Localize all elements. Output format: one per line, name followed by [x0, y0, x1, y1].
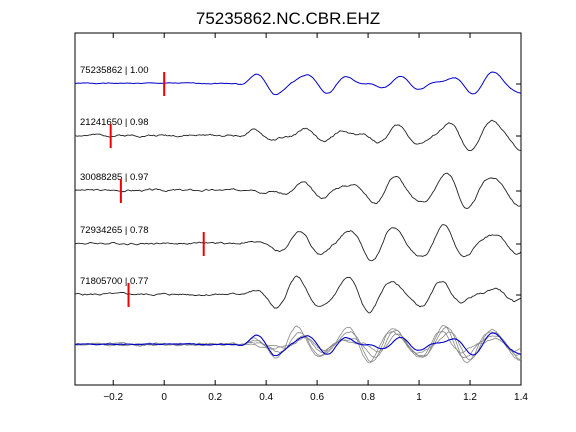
x-tick-label: 0.8 — [361, 392, 375, 403]
overlay-line — [74, 325, 522, 364]
x-axis: −0.2 0 0.2 0.4 0.6 0.8 1 1.2 1.4 — [103, 33, 528, 403]
x-tick-label: −0.2 — [103, 392, 123, 403]
trace-label: 72934265 | 0.78 — [80, 225, 149, 236]
x-tick-label: 1.2 — [463, 392, 477, 403]
chart-title: 75235862.NC.CBR.EHZ — [196, 9, 380, 28]
trace-5: 71805700 | 0.77 — [74, 275, 522, 314]
trace-2: 21241650 | 0.98 — [74, 117, 522, 152]
x-tick-label: 0.4 — [259, 392, 273, 403]
x-tick-label: 0.2 — [208, 392, 222, 403]
trace-label: 75235862 | 1.00 — [80, 65, 149, 76]
waveform-line — [74, 224, 522, 262]
trace-label: 30088285 | 0.97 — [80, 172, 149, 183]
waveform-line — [74, 119, 522, 152]
overlay-reference-line — [74, 332, 522, 357]
waveform-line — [74, 172, 522, 209]
x-tick-label: 0 — [161, 392, 167, 403]
waveform-line — [74, 275, 522, 314]
x-tick-label: 1 — [416, 392, 422, 403]
trace-group: 75235862 | 1.00 21241650 | 0.98 30088285 |… — [74, 65, 522, 364]
x-tick-label: 0.6 — [310, 392, 324, 403]
x-tick-label: 1.4 — [514, 392, 528, 403]
trace-label: 71805700 | 0.77 — [80, 276, 149, 287]
stacked-overlay — [74, 325, 522, 364]
waveform-line — [74, 71, 522, 96]
trace-1: 75235862 | 1.00 — [74, 65, 522, 96]
trace-label: 21241650 | 0.98 — [80, 117, 149, 128]
trace-4: 72934265 | 0.78 — [74, 224, 522, 262]
trace-3: 30088285 | 0.97 — [74, 172, 522, 209]
plot-frame — [74, 32, 522, 386]
